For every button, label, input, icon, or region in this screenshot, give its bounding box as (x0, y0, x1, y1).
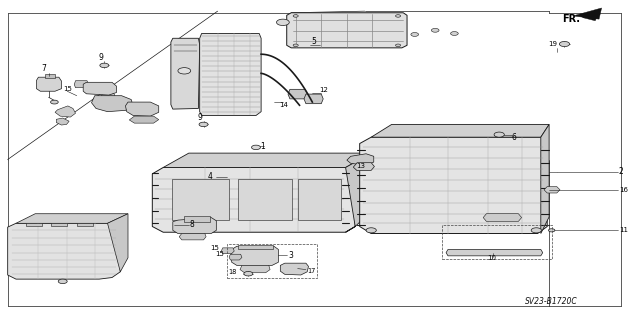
Bar (238, 179, 292, 220)
Polygon shape (171, 38, 200, 109)
Polygon shape (36, 77, 61, 91)
Circle shape (396, 44, 401, 47)
Text: 8: 8 (189, 220, 194, 229)
Bar (442, 225, 552, 259)
Polygon shape (74, 81, 88, 88)
Circle shape (494, 132, 504, 137)
Text: SV23-B1720C: SV23-B1720C (525, 297, 577, 306)
Polygon shape (163, 153, 371, 167)
Polygon shape (101, 93, 115, 100)
Polygon shape (582, 14, 598, 21)
Text: 2: 2 (619, 167, 623, 176)
Text: 1: 1 (260, 142, 265, 151)
Polygon shape (544, 187, 560, 193)
Bar (238, 245, 273, 249)
Circle shape (244, 271, 253, 276)
Polygon shape (541, 124, 549, 234)
Polygon shape (483, 214, 522, 221)
Circle shape (451, 32, 458, 35)
Text: 15: 15 (63, 86, 72, 92)
Polygon shape (229, 254, 242, 260)
Text: 16: 16 (619, 187, 628, 193)
Circle shape (100, 63, 109, 68)
Polygon shape (221, 248, 234, 254)
Text: 9: 9 (99, 53, 104, 62)
Text: 15: 15 (210, 245, 219, 250)
Polygon shape (83, 82, 116, 95)
Circle shape (293, 44, 298, 47)
Polygon shape (360, 137, 547, 234)
Polygon shape (573, 8, 602, 19)
Polygon shape (304, 94, 323, 104)
Circle shape (559, 41, 570, 47)
Bar (77, 223, 93, 226)
Bar (172, 179, 229, 220)
Polygon shape (125, 102, 159, 116)
Text: 18: 18 (228, 269, 237, 275)
Polygon shape (152, 167, 355, 232)
Text: FR.: FR. (562, 13, 580, 24)
Bar (184, 216, 210, 222)
Circle shape (531, 228, 541, 233)
Text: 9: 9 (197, 113, 202, 122)
Circle shape (51, 100, 58, 104)
Circle shape (411, 33, 419, 36)
Polygon shape (108, 214, 128, 272)
Polygon shape (346, 153, 371, 232)
Circle shape (276, 19, 289, 26)
Text: 5: 5 (311, 37, 316, 46)
Polygon shape (280, 263, 308, 275)
Polygon shape (347, 154, 374, 165)
Circle shape (252, 145, 260, 150)
Circle shape (178, 68, 191, 74)
Polygon shape (287, 13, 407, 48)
Polygon shape (173, 218, 216, 234)
Circle shape (548, 229, 555, 232)
Circle shape (199, 122, 208, 127)
Polygon shape (92, 96, 133, 112)
Polygon shape (200, 33, 261, 115)
Polygon shape (288, 89, 307, 99)
Polygon shape (232, 246, 278, 265)
Text: 3: 3 (288, 251, 293, 260)
Text: 19: 19 (548, 41, 557, 47)
Text: 14: 14 (279, 102, 288, 108)
Text: 4: 4 (207, 172, 212, 181)
Polygon shape (129, 116, 159, 123)
Circle shape (366, 228, 376, 233)
Text: 15: 15 (215, 251, 224, 257)
Circle shape (431, 28, 439, 32)
Text: 6: 6 (512, 133, 517, 142)
Polygon shape (179, 234, 206, 240)
Polygon shape (16, 214, 128, 223)
Text: 12: 12 (319, 87, 328, 93)
Polygon shape (446, 249, 543, 256)
Bar (51, 223, 67, 226)
Text: 11: 11 (619, 227, 628, 233)
Bar (26, 223, 42, 226)
Bar (227, 244, 317, 278)
Text: 17: 17 (307, 268, 316, 273)
Circle shape (293, 15, 298, 17)
Polygon shape (55, 106, 76, 117)
Circle shape (396, 15, 401, 17)
Polygon shape (8, 223, 120, 279)
Polygon shape (371, 124, 549, 137)
Text: 13: 13 (356, 163, 365, 169)
Polygon shape (240, 265, 270, 273)
Bar (45, 74, 55, 78)
Polygon shape (56, 118, 69, 125)
Polygon shape (353, 163, 374, 171)
Text: 10: 10 (487, 255, 496, 261)
Text: 7: 7 (41, 64, 46, 73)
Circle shape (58, 279, 67, 284)
Bar (298, 179, 341, 220)
